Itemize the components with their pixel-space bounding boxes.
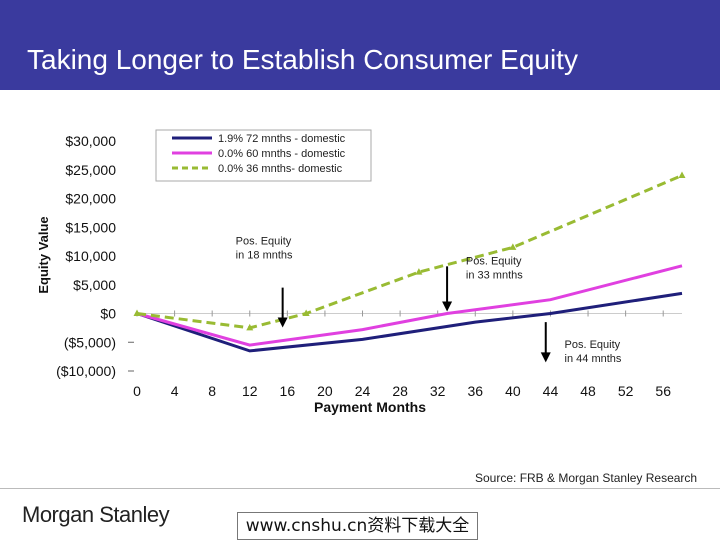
y-tick-label: ($10,000) xyxy=(56,363,116,379)
x-tick-label: 4 xyxy=(171,383,179,399)
x-tick-label: 20 xyxy=(317,383,333,399)
y-tick-label: ($5,000) xyxy=(64,334,116,350)
series-marker xyxy=(302,309,310,316)
annotation-text: in 33 mnths xyxy=(466,270,523,282)
x-tick-label: 24 xyxy=(355,383,371,399)
annotation-arrow-head xyxy=(442,301,453,312)
x-tick-label: 32 xyxy=(430,383,446,399)
morgan-stanley-logo: Morgan Stanley xyxy=(22,502,170,527)
footer-divider xyxy=(0,488,720,489)
legend-label: 0.0% 60 mnths - domestic xyxy=(218,148,346,160)
x-tick-label: 16 xyxy=(280,383,296,399)
x-tick-label: 36 xyxy=(467,383,483,399)
y-tick-label: $5,000 xyxy=(73,277,116,293)
y-axis-title: Equity Value xyxy=(36,216,51,293)
annotation-arrow-head xyxy=(540,352,551,363)
x-tick-label: 52 xyxy=(618,383,634,399)
x-tick-label: 12 xyxy=(242,383,258,399)
y-tick-label: $30,000 xyxy=(65,133,116,149)
x-tick-label: 56 xyxy=(655,383,671,399)
x-tick-label: 8 xyxy=(208,383,216,399)
series-marker xyxy=(678,171,686,178)
slide-title: Taking Longer to Establish Consumer Equi… xyxy=(27,44,578,75)
y-tick-label: $0 xyxy=(100,306,116,322)
annotation-text: Pos. Equity xyxy=(236,236,292,248)
x-axis-title: Payment Months xyxy=(314,399,426,415)
annotation-text: in 18 mnths xyxy=(236,250,293,262)
series-marker xyxy=(246,323,254,331)
series-marker xyxy=(133,309,141,316)
legend-label: 1.9% 72 mnths - domestic xyxy=(218,133,346,145)
series-line-1 xyxy=(136,264,683,347)
y-tick-label: $25,000 xyxy=(65,162,116,178)
header-bar xyxy=(0,0,720,90)
chart: $30,000 $25,000 $20,000 $15,000 $10,000 $5,00… xyxy=(36,129,686,415)
x-tick-label: 48 xyxy=(580,383,596,399)
x-tick-label: 28 xyxy=(392,383,408,399)
x-tick-label: 44 xyxy=(543,383,559,399)
legend-label: 0.0% 36 mnths- domestic xyxy=(218,163,343,175)
y-tick-label: $10,000 xyxy=(65,248,116,264)
series-line-2 xyxy=(136,174,683,330)
y-tick-label: $15,000 xyxy=(65,219,116,235)
y-tick-label: $20,000 xyxy=(65,191,116,207)
x-tick-label: 40 xyxy=(505,383,521,399)
annotation-arrow-head xyxy=(277,317,288,328)
series-marker xyxy=(509,243,517,250)
watermark-text: www.cnshu.cn资料下载大全 xyxy=(237,512,478,540)
series-marker xyxy=(415,268,423,275)
annotation-text: Pos. Equity xyxy=(466,256,522,268)
series-line-0 xyxy=(136,291,683,353)
annotation-text: in 44 mnths xyxy=(565,353,622,365)
source-note: Source: FRB & Morgan Stanley Research xyxy=(475,471,698,485)
x-tick-label: 0 xyxy=(133,383,141,399)
annotation-text: Pos. Equity xyxy=(565,339,621,351)
